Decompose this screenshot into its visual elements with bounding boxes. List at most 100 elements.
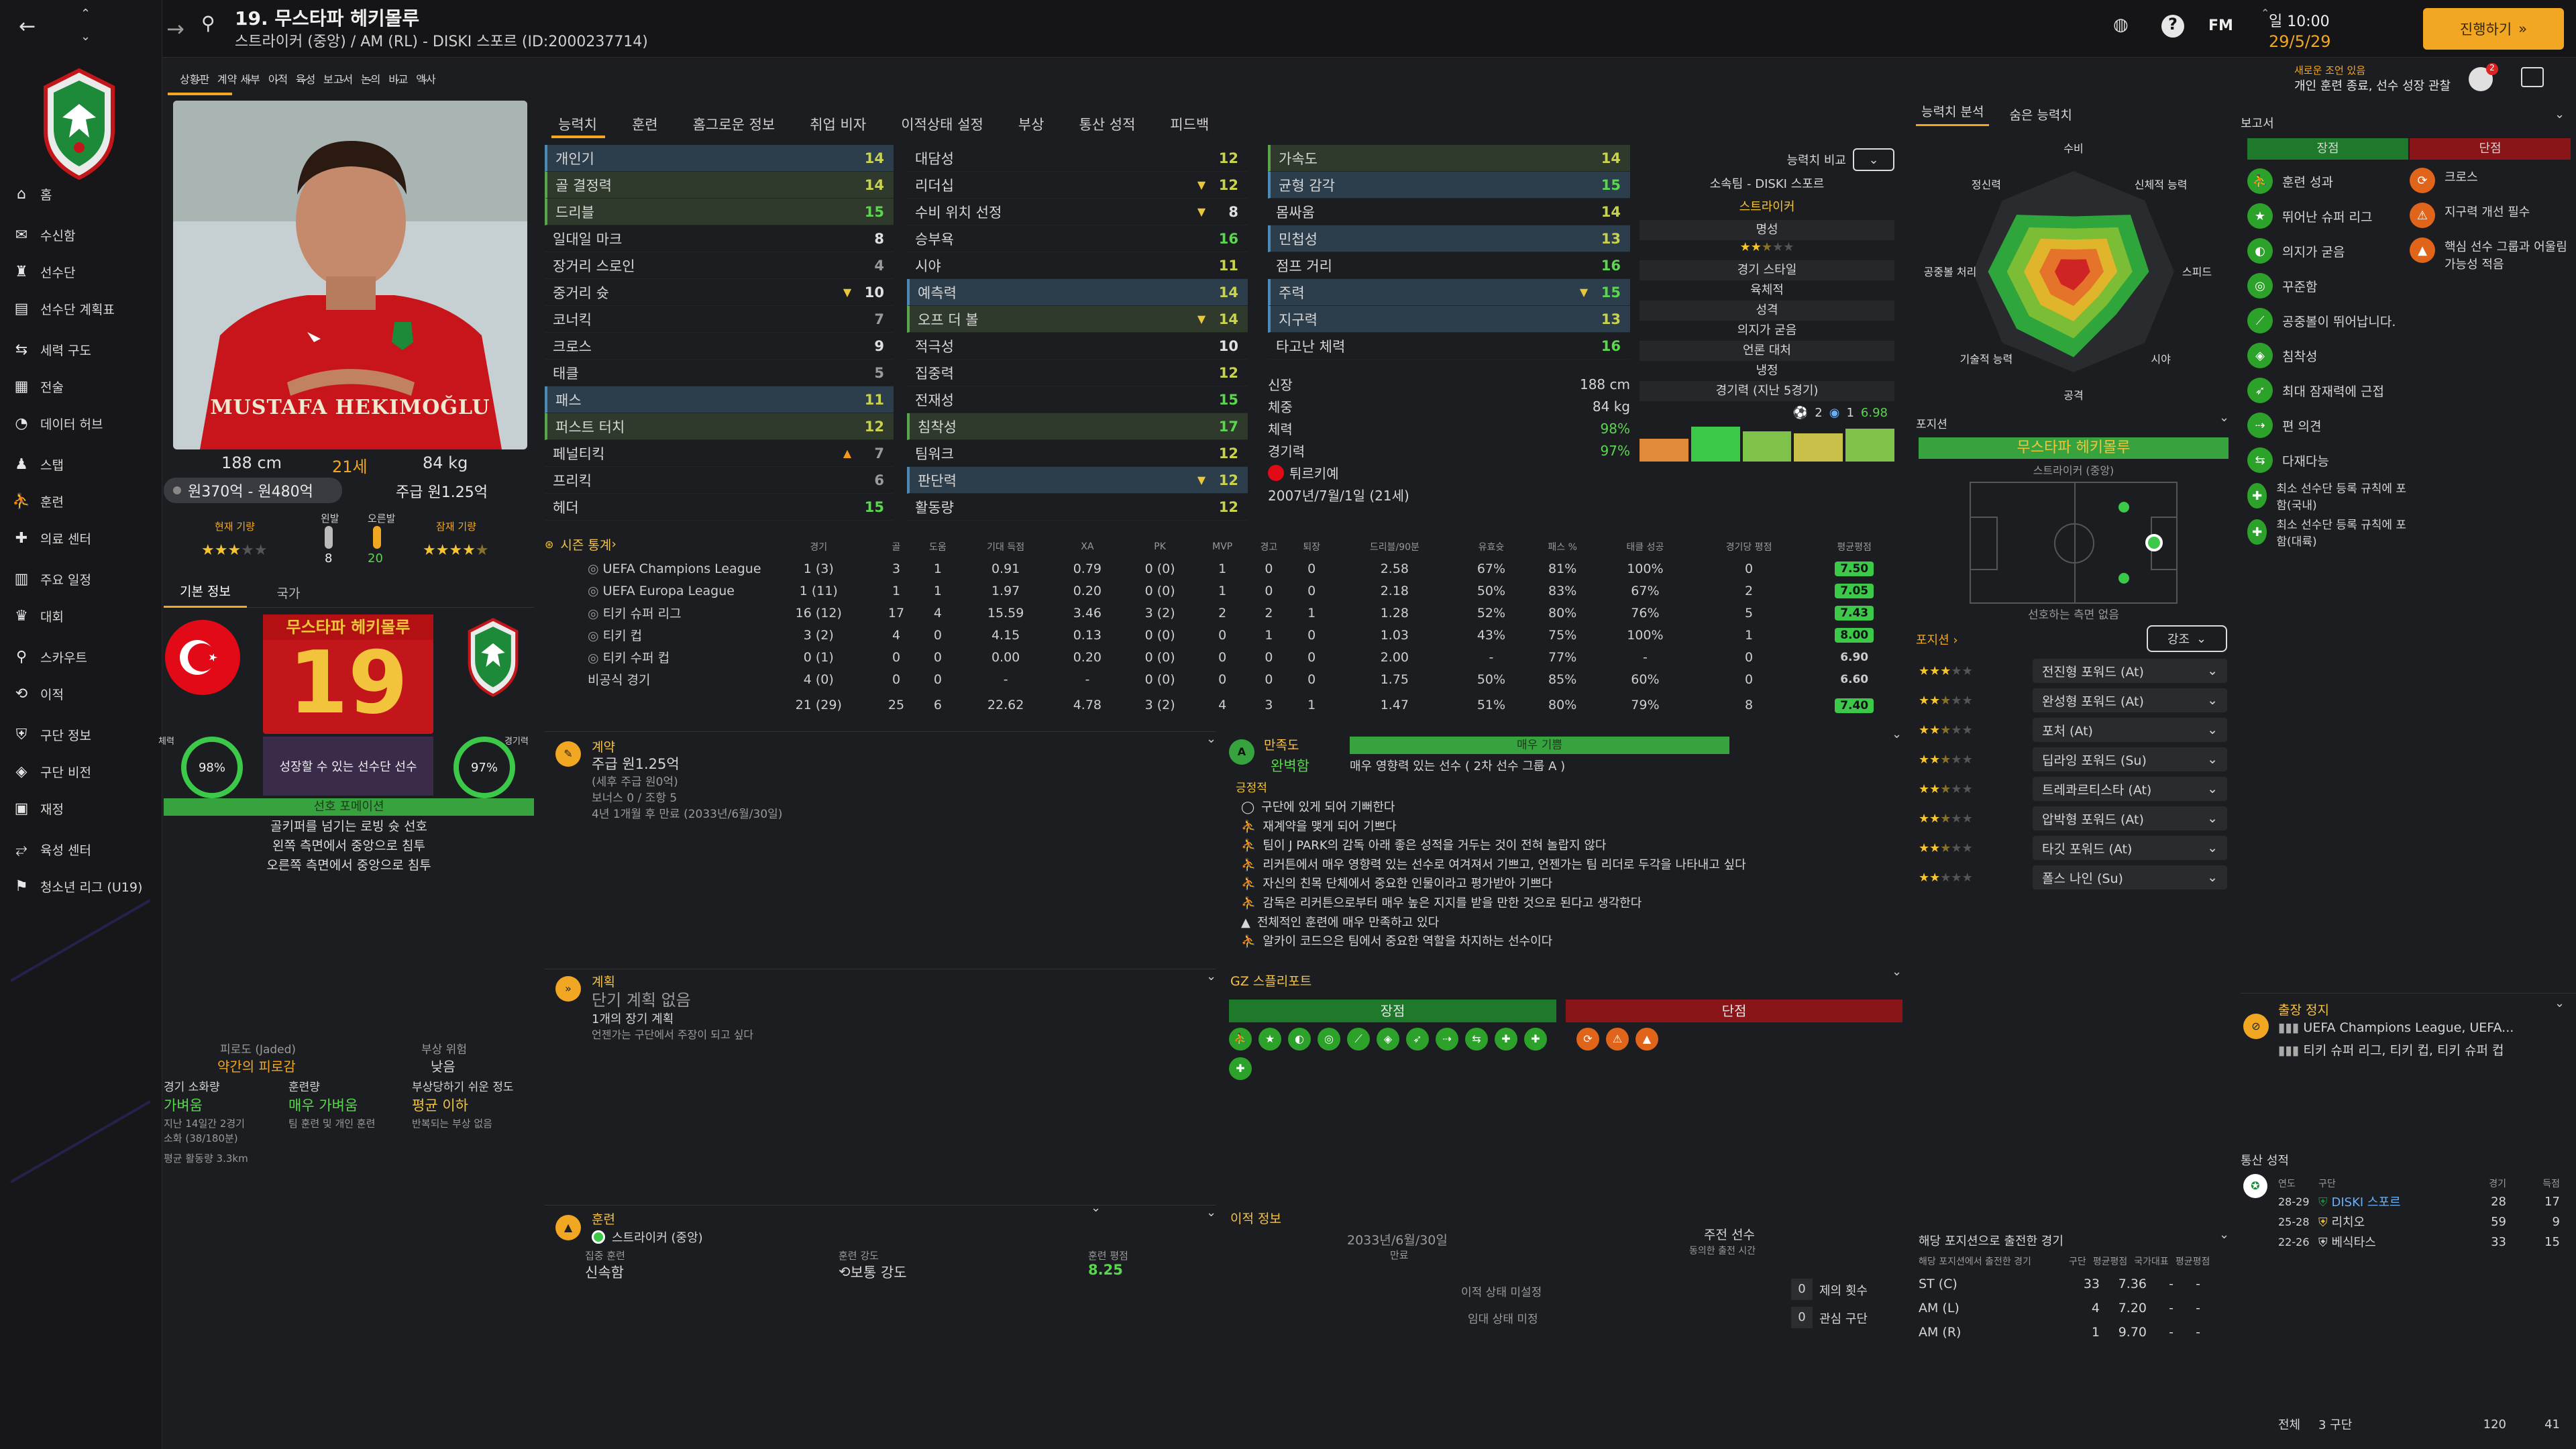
- report-pro-item[interactable]: ⛹ 훈련 성과: [2247, 164, 2408, 199]
- scout-pro-icon[interactable]: ◐: [1288, 1028, 1311, 1051]
- transfer-collapse-icon[interactable]: ⌄: [1091, 1201, 1102, 1215]
- sidebar-item[interactable]: ▤ 선수단 계획표: [0, 290, 162, 327]
- stats-header[interactable]: 드리블/90분: [1369, 541, 1419, 553]
- form-bar[interactable]: [1845, 429, 1894, 462]
- report-pro-item[interactable]: ◎ 꾸준함: [2247, 268, 2408, 303]
- attribute-row[interactable]: 승부욕 16: [907, 225, 1248, 252]
- subnav-item[interactable]: 액사: [416, 73, 436, 86]
- role-dropdown[interactable]: 폴스 나인 (Su) ⌄: [2033, 865, 2227, 890]
- stats-header[interactable]: 도움: [928, 541, 947, 553]
- attribute-row[interactable]: 태클 5: [545, 360, 894, 386]
- sidebar-item[interactable]: ▦ 전술: [0, 368, 162, 405]
- sidebar-item[interactable]: ♛ 대회: [0, 598, 162, 635]
- tab-nation[interactable]: 국가: [276, 586, 301, 601]
- career-title[interactable]: 통산 성적: [2241, 1154, 2289, 1168]
- report-pro-item[interactable]: ⇢ 편 의견: [2247, 408, 2408, 443]
- tab-item[interactable]: 부상: [1018, 117, 1044, 133]
- stats-header[interactable]: 태클 성공: [1626, 541, 1664, 553]
- stats-row[interactable]: 비공식 경기 4 (0) 0 0 - - 0 (0) 0 0 0 1.75 50% 85% 60% 0 6.6…: [545, 668, 1902, 690]
- attribute-row[interactable]: 헤더 15: [545, 494, 894, 521]
- notice-text[interactable]: 개인 훈련 종료, 선수 성장 관찰: [2294, 79, 2451, 93]
- tab-item[interactable]: 이적상태 설정: [901, 117, 983, 133]
- attribute-row[interactable]: 크로스 9: [545, 333, 894, 360]
- role-row[interactable]: ★★★★★ 타깃 포워드 (At) ⌄: [1919, 833, 2227, 863]
- attribute-row[interactable]: 점프 거리 16: [1268, 252, 1630, 279]
- stats-header[interactable]: 기대 득점: [987, 541, 1025, 553]
- scout-pro-icon[interactable]: ✚: [1495, 1028, 1517, 1051]
- attribute-row[interactable]: 드리블 15: [545, 199, 894, 225]
- tab-item[interactable]: 통산 성적: [1079, 117, 1136, 133]
- subnav-item[interactable]: 이적: [268, 73, 288, 86]
- report-pro-item[interactable]: ✚ 최소 선수단 등록 규칙에 포함(대륙): [2247, 514, 2408, 550]
- subnav-item[interactable]: 상황판: [180, 73, 210, 86]
- scout-pro-icon[interactable]: ◎: [1318, 1028, 1340, 1051]
- sidebar-item[interactable]: ♜ 선수단: [0, 254, 162, 290]
- attribute-row[interactable]: 균형 감각 15: [1268, 172, 1630, 199]
- happiness-label[interactable]: 만족도: [1264, 738, 1299, 753]
- search-icon[interactable]: ⚲: [201, 12, 215, 34]
- report-con-item[interactable]: ⚠ 지구력 개선 필수: [2410, 199, 2571, 233]
- stats-row[interactable]: ◎ 티키 슈퍼 리그 16 (12) 17 4 15.59 3.46 3 (2) 2 2 1 1.2…: [545, 602, 1902, 624]
- subnav-item[interactable]: 비교: [388, 73, 409, 86]
- scout-pro-icon[interactable]: ★: [1258, 1028, 1281, 1051]
- transfer-title[interactable]: 이적 정보: [1230, 1212, 1281, 1226]
- role-row[interactable]: ★★★★★ 전진형 포워드 (At) ⌄: [1919, 656, 2227, 686]
- chevron-down-icon[interactable]: ⌄: [80, 30, 91, 44]
- role-row[interactable]: ★★★★★ 폴스 나인 (Su) ⌄: [1919, 863, 2227, 892]
- tab-attribute-analysis[interactable]: 능력치 분석: [1916, 102, 1990, 126]
- attribute-row[interactable]: 적극성 10: [907, 333, 1248, 360]
- attribute-row[interactable]: 민첩성 13: [1268, 225, 1630, 252]
- attribute-row[interactable]: 대담성 12: [907, 145, 1248, 172]
- scout-pro-icon[interactable]: ⇆: [1465, 1028, 1488, 1051]
- role-dropdown[interactable]: 포처 (At) ⌄: [2033, 718, 2227, 742]
- role-row[interactable]: ★★★★★ 딥라잉 포워드 (Su) ⌄: [1919, 745, 2227, 774]
- role-row[interactable]: ★★★★★ 완성형 포워드 (At) ⌄: [1919, 686, 2227, 715]
- stats-header[interactable]: PK: [1154, 541, 1166, 552]
- club-crest-logo[interactable]: [39, 67, 119, 181]
- world-icon[interactable]: ◍: [2113, 15, 2129, 35]
- attribute-row[interactable]: 집중력 12: [907, 360, 1248, 386]
- attribute-row[interactable]: 일대일 마크 8: [545, 225, 894, 252]
- tab-hidden-attributes[interactable]: 숨은 능력치: [2009, 107, 2072, 123]
- value-pill[interactable]: 원370억 - 원480억: [164, 478, 342, 503]
- attribute-row[interactable]: 개인기 14: [545, 145, 894, 172]
- stats-title[interactable]: 시즌 통계: [560, 537, 612, 553]
- scout-con-icon[interactable]: ⟳: [1576, 1028, 1599, 1051]
- role-dropdown[interactable]: 압박형 포워드 (At) ⌄: [2033, 806, 2227, 830]
- stats-row[interactable]: ◎ 티키 컵 3 (2) 4 0 4.15 0.13 0 (0) 0 1 0 1.03 43% 75% 1…: [545, 624, 1902, 646]
- attribute-row[interactable]: 전재성 15: [907, 386, 1248, 413]
- stats-header[interactable]: 경고: [1260, 541, 1278, 553]
- form-bar[interactable]: [1742, 431, 1792, 462]
- role-dropdown[interactable]: 완성형 포워드 (At) ⌄: [2033, 688, 2227, 712]
- attribute-row[interactable]: 판단력 ▼ 12: [907, 467, 1248, 494]
- career-club-name[interactable]: 베식타스: [2331, 1236, 2376, 1250]
- role-dropdown[interactable]: 딥라잉 포워드 (Su) ⌄: [2033, 747, 2227, 771]
- scout-title[interactable]: GZ 스플리포트: [1230, 974, 1312, 989]
- attribute-row[interactable]: 팀워크 12: [907, 440, 1248, 467]
- positions-link[interactable]: 포지션 ›: [1916, 633, 1958, 647]
- help-icon[interactable]: ?: [2161, 15, 2184, 38]
- scout-con-icon[interactable]: ▲: [1635, 1028, 1658, 1051]
- attribute-row[interactable]: 주력 ▼ 15: [1268, 279, 1630, 306]
- report-con-item[interactable]: ▲ 핵심 선수 그룹과 어울림 가능성 적음: [2410, 233, 2571, 283]
- sidebar-item[interactable]: ✉ 수신함: [0, 217, 162, 254]
- career-row[interactable]: 22-26 ⛨ 베식타스 33 15: [2278, 1232, 2560, 1252]
- report-title[interactable]: 보고서: [2241, 117, 2274, 131]
- plan-title[interactable]: 계획: [592, 975, 615, 989]
- report-pro-item[interactable]: ◐ 의지가 굳음: [2247, 233, 2408, 268]
- report-pro-item[interactable]: ⇆ 다재다능: [2247, 443, 2408, 478]
- scout-pro-icon[interactable]: ✚: [1229, 1057, 1252, 1080]
- form-bar[interactable]: [1640, 438, 1688, 462]
- role-row[interactable]: ★★★★★ 압박형 포워드 (At) ⌄: [1919, 804, 2227, 833]
- sidebar-item[interactable]: ◔ 데이터 허브: [0, 405, 162, 442]
- role-row[interactable]: ★★★★★ 트레콰르티스타 (At) ⌄: [1919, 774, 2227, 804]
- career-club-name[interactable]: 리치오: [2331, 1216, 2365, 1230]
- role-dropdown[interactable]: 타깃 포워드 (At) ⌄: [2033, 836, 2227, 860]
- suspension-collapse-icon[interactable]: ⌄: [2555, 996, 2565, 1010]
- tab-item[interactable]: 피드백: [1170, 117, 1210, 133]
- squad-role-box[interactable]: 성장할 수 있는 선수단 선수: [263, 737, 433, 796]
- career-row[interactable]: 28-29 ⛨ DISKI 스포르 28 17: [2278, 1191, 2560, 1212]
- training-collapse-icon[interactable]: ⌄: [1206, 1205, 1217, 1220]
- sidebar-item[interactable]: ⚑ 청소년 리그 (U19): [0, 868, 162, 905]
- stats-header[interactable]: 유효슛: [1478, 541, 1505, 553]
